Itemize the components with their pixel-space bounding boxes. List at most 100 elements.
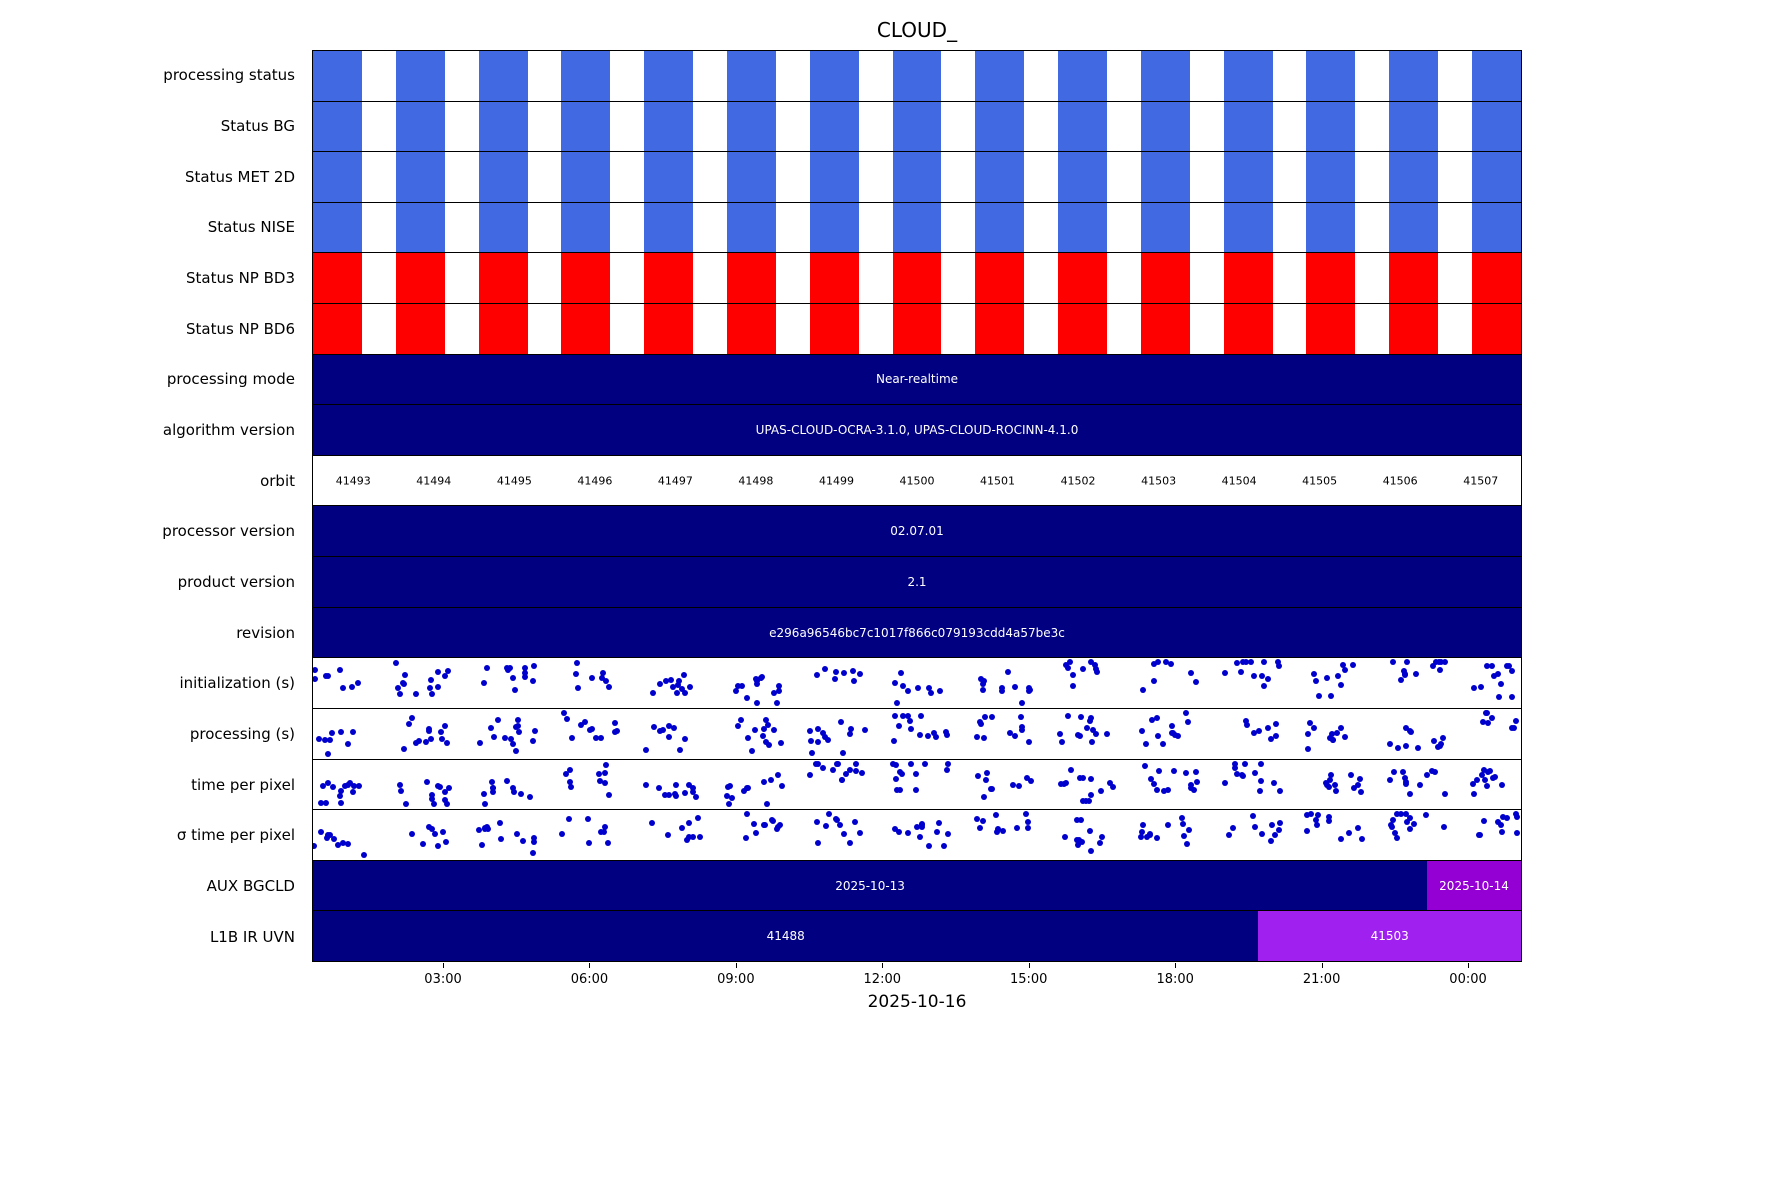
scatter-dot bbox=[1328, 730, 1335, 737]
status-block bbox=[395, 51, 445, 101]
scatter-dot bbox=[989, 785, 996, 792]
scatter-dot bbox=[1330, 737, 1337, 744]
row-label-status-np-bd3: Status NP BD3 bbox=[186, 269, 295, 288]
scatter-dot bbox=[1512, 718, 1519, 725]
scatter-dot bbox=[313, 667, 319, 674]
scatter-dot bbox=[1250, 730, 1257, 737]
scatter-dot bbox=[1310, 725, 1317, 732]
scatter-dot bbox=[1271, 832, 1278, 838]
scatter-dot bbox=[677, 746, 683, 753]
scatter-dot bbox=[1231, 764, 1238, 771]
scatter-dot bbox=[1476, 832, 1483, 839]
scatter-dot bbox=[437, 784, 444, 791]
status-block bbox=[809, 51, 859, 101]
scatter-dot bbox=[331, 835, 338, 842]
orbit-number: 41503 bbox=[1141, 474, 1177, 488]
scatter-dot bbox=[651, 724, 658, 731]
scatter-dot bbox=[430, 801, 437, 808]
status-block bbox=[1389, 51, 1439, 101]
scatter-dot bbox=[1402, 671, 1409, 678]
scatter-dot bbox=[1242, 760, 1249, 767]
scatter-dot bbox=[744, 694, 751, 701]
scatter-dot bbox=[325, 750, 332, 757]
scatter-dot bbox=[838, 777, 845, 784]
scatter-dot bbox=[1062, 662, 1069, 669]
scatter-dot bbox=[976, 719, 983, 726]
scatter-dot bbox=[1092, 666, 1099, 673]
scatter-dot bbox=[1393, 835, 1400, 842]
scatter-dot bbox=[1257, 760, 1264, 767]
scatter-dot bbox=[826, 811, 833, 818]
status-block bbox=[975, 202, 1025, 253]
scatter-dot bbox=[1495, 819, 1502, 826]
scatter-dot bbox=[597, 734, 604, 741]
scatter-dot bbox=[980, 817, 987, 824]
scatter-dot bbox=[1346, 829, 1353, 836]
scatter-dot bbox=[689, 785, 696, 792]
scatter-dot bbox=[401, 746, 408, 753]
status-block bbox=[313, 304, 362, 354]
scatter-dot bbox=[504, 777, 511, 784]
scatter-dot bbox=[1307, 720, 1314, 727]
scatter-dot bbox=[979, 680, 986, 687]
scatter-dot bbox=[922, 760, 929, 767]
scatter-dot bbox=[944, 767, 951, 774]
scatter-dot bbox=[1276, 820, 1283, 827]
scatter-dot bbox=[1482, 777, 1489, 784]
status-block bbox=[1389, 202, 1439, 253]
scatter-dot bbox=[1483, 662, 1490, 669]
scatter-dot bbox=[734, 722, 741, 729]
scatter-dot bbox=[425, 823, 432, 830]
scatter-dot bbox=[1503, 814, 1510, 821]
segment-aux-bgcld: 2025-10-13 bbox=[313, 860, 1428, 911]
scatter-dot bbox=[1018, 699, 1025, 706]
scatter-dot bbox=[428, 691, 435, 698]
scatter-dot bbox=[428, 792, 435, 799]
scatter-dot bbox=[1076, 775, 1083, 782]
scatter-dot bbox=[1107, 779, 1114, 786]
scatter-dot bbox=[326, 736, 333, 743]
scatter-dot bbox=[1500, 813, 1507, 820]
scatter-dot bbox=[1024, 774, 1031, 781]
scatter-dot bbox=[313, 675, 318, 682]
status-block bbox=[1389, 304, 1439, 354]
scatter-dot bbox=[564, 715, 571, 722]
scatter-dot bbox=[834, 817, 841, 823]
scatter-dot bbox=[482, 801, 489, 808]
scatter-dot bbox=[1153, 834, 1160, 841]
status-block bbox=[809, 101, 859, 152]
scatter-dot bbox=[944, 760, 951, 767]
scatter-dot bbox=[1337, 724, 1344, 731]
scatter-dot bbox=[334, 842, 341, 849]
x-tick-mark bbox=[1028, 963, 1030, 968]
status-block bbox=[313, 101, 362, 152]
scatter-dot bbox=[831, 676, 838, 683]
scatter-dot bbox=[899, 770, 906, 777]
scatter-dot bbox=[857, 830, 864, 836]
scatter-dot bbox=[1139, 727, 1146, 734]
scatter-dot bbox=[1065, 712, 1072, 719]
scatter-dot bbox=[820, 765, 827, 772]
scatter-dot bbox=[1439, 734, 1446, 741]
scatter-dot bbox=[833, 760, 840, 767]
scatter-dot bbox=[1180, 820, 1187, 827]
scatter-dot bbox=[1063, 780, 1070, 787]
scatter-dot bbox=[999, 687, 1006, 694]
scatter-dot bbox=[671, 725, 678, 732]
scatter-dot bbox=[1167, 661, 1174, 668]
scatter-dot bbox=[907, 760, 914, 767]
scatter-dot bbox=[945, 831, 952, 838]
scatter-dot bbox=[733, 687, 740, 694]
row-label-status-bg: Status BG bbox=[220, 117, 295, 135]
scatter-dot bbox=[930, 730, 937, 737]
scatter-dot bbox=[814, 739, 821, 746]
scatter-dot bbox=[1390, 768, 1397, 775]
status-block bbox=[892, 101, 942, 152]
scatter-dot bbox=[665, 733, 672, 740]
scatter-dot bbox=[822, 733, 829, 740]
scatter-dot bbox=[1087, 776, 1094, 783]
row-status-np-bd6 bbox=[313, 304, 1521, 355]
scatter-dot bbox=[593, 734, 600, 741]
status-block bbox=[1223, 202, 1273, 253]
scatter-dot bbox=[1268, 821, 1275, 828]
